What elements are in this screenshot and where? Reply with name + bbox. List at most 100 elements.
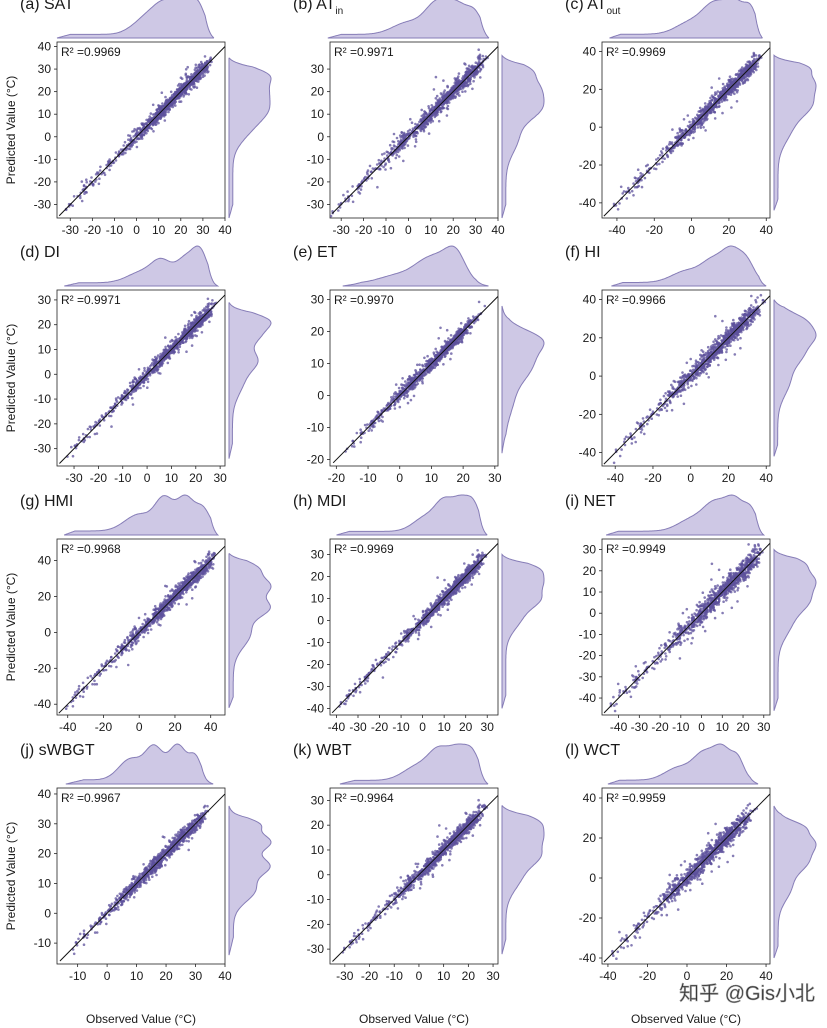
scatter-point	[110, 406, 113, 410]
scatter-point	[370, 429, 374, 432]
scatter-point	[141, 127, 145, 130]
y-tick-label: -40	[579, 196, 597, 210]
scatter-point	[168, 356, 171, 360]
scatter-point	[362, 177, 366, 180]
scatter-point	[437, 337, 441, 340]
y-tick-label: 10	[311, 357, 325, 371]
scatter-point	[414, 122, 417, 126]
right-marginal-density	[228, 57, 272, 219]
scatter-point	[665, 146, 668, 149]
x-tick-label: -20	[328, 471, 346, 485]
scatter-point	[754, 300, 758, 304]
scatter-point	[710, 94, 714, 97]
scatter-point	[732, 80, 735, 83]
scatter-point	[146, 366, 150, 370]
scatter-point	[450, 95, 454, 99]
scatter-point	[203, 55, 207, 58]
scatter-point	[661, 147, 665, 150]
scatter-point	[167, 98, 170, 102]
scatter-point	[72, 195, 76, 198]
scatter-point	[134, 377, 137, 381]
scatter-point	[720, 100, 724, 103]
scatter-point	[98, 169, 102, 172]
scatter-point	[94, 423, 97, 427]
scatter-point	[199, 60, 203, 64]
scatter-point	[129, 136, 133, 140]
scatter-point	[157, 371, 160, 375]
scatter-point	[753, 59, 757, 62]
scatter-point	[430, 106, 434, 110]
x-tick-label: 20	[456, 471, 470, 485]
scatter-point	[434, 104, 438, 108]
scatter-point	[178, 82, 181, 86]
scatter-point	[185, 80, 189, 84]
scatter-point	[370, 170, 373, 173]
x-tick-label: 20	[447, 223, 461, 237]
panel-title-main: (e) ET	[293, 244, 338, 261]
y-tick-label: 10	[38, 342, 52, 356]
scatter-point	[445, 349, 449, 353]
scatter-point	[172, 93, 176, 96]
scatter-point	[716, 90, 720, 93]
x-tick-label: -20	[84, 223, 102, 237]
scatter-point	[120, 393, 124, 397]
scatter-point	[733, 353, 737, 356]
scatter-point	[706, 117, 709, 121]
y-tick-label: -20	[34, 175, 52, 189]
scatter-point	[673, 146, 676, 150]
scatter-point	[86, 427, 90, 431]
scatter-point	[435, 350, 439, 354]
scatter-point	[135, 130, 139, 133]
scatter-point	[388, 407, 391, 411]
scatter-point	[390, 148, 394, 151]
scatter-point	[114, 151, 118, 154]
scatter-point	[90, 176, 93, 179]
scatter-point	[400, 131, 404, 134]
scatter-point	[385, 404, 389, 408]
scatter-point	[700, 120, 703, 123]
scatter-point	[392, 132, 396, 136]
scatter-point	[393, 407, 397, 410]
scatter-point	[83, 192, 86, 195]
scatter-point	[95, 171, 99, 174]
scatter-point	[429, 365, 433, 369]
scatter-point	[752, 52, 756, 56]
scatter-point	[643, 176, 647, 180]
scatter-point	[704, 129, 707, 132]
scatter-point	[115, 398, 118, 402]
scatter-point	[432, 88, 436, 91]
scatter-point	[442, 79, 445, 82]
scatter-point	[98, 424, 102, 427]
scatter-point	[375, 163, 379, 166]
x-tick-label: 10	[165, 471, 179, 485]
scatter-point	[405, 133, 408, 136]
scatter-point	[205, 68, 209, 71]
identity-line	[58, 46, 225, 217]
scatter-point	[415, 383, 418, 387]
x-tick-label: -30	[65, 471, 83, 485]
scatter-point	[655, 158, 658, 161]
scatter-point	[397, 386, 401, 390]
scatter-point	[713, 93, 717, 96]
scatter-point	[628, 191, 631, 194]
scatter-point	[735, 100, 739, 103]
scatter-point	[739, 68, 743, 71]
y-tick-label: 10	[38, 107, 52, 121]
scatter-point	[633, 185, 637, 189]
scatter-point	[464, 90, 467, 93]
scatter-point	[150, 127, 154, 131]
scatter-point	[412, 382, 416, 386]
scatter-point	[188, 75, 192, 79]
identity-line	[332, 296, 498, 464]
scatter-point	[82, 184, 86, 187]
scatter-point	[360, 185, 363, 188]
scatter-point	[684, 129, 688, 132]
scatter-point	[632, 194, 635, 197]
scatter-point	[453, 86, 457, 89]
scatter-point	[138, 383, 141, 386]
scatter-point	[435, 111, 439, 115]
scatter-point	[414, 138, 418, 141]
scatter-point	[410, 121, 414, 124]
scatter-point	[618, 202, 621, 205]
scatter-point	[471, 315, 475, 318]
